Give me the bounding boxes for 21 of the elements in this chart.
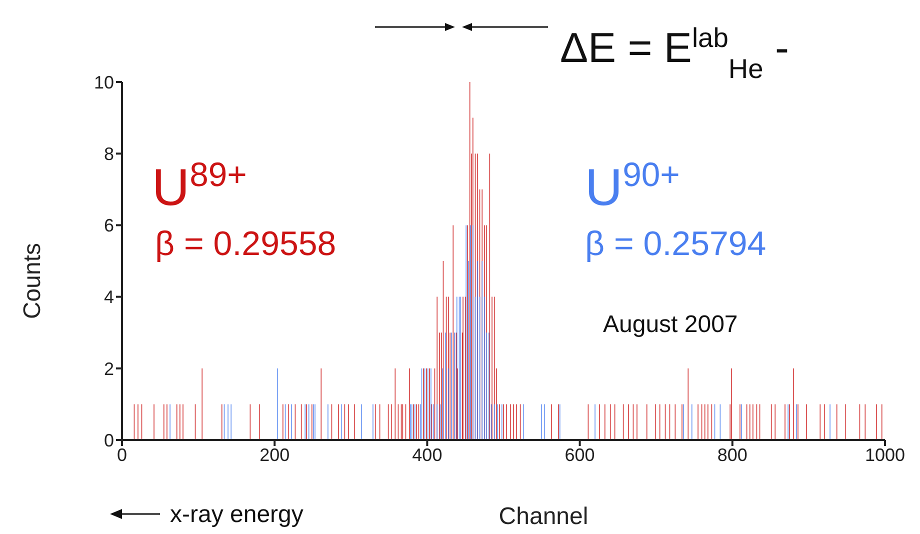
- x-axis-title: Channel: [498, 503, 588, 530]
- text: U$^{89+}$: [152, 156, 247, 217]
- y-tick-label: 0: [104, 430, 114, 450]
- y-tick-label: 6: [104, 216, 114, 236]
- x-tick-label: 800: [717, 444, 748, 465]
- x-tick-label: 600: [564, 444, 595, 465]
- annotation: β = 0.25794: [585, 225, 766, 263]
- annotation: August 2007: [603, 311, 738, 338]
- annotation: β = 0.29558: [155, 225, 336, 263]
- y-tick-label: 2: [104, 358, 114, 379]
- text: x-ray energy: [170, 501, 304, 528]
- y-axis-title: Counts: [19, 242, 46, 320]
- x-tick-label: 200: [260, 444, 290, 465]
- y-tick-label: 4: [104, 287, 114, 308]
- x-tick-label: 1000: [864, 444, 906, 465]
- x-tick-label: 400: [412, 444, 442, 465]
- annotation: ΔE = E$^{lab}$$_{He}$ -: [560, 22, 789, 84]
- x-tick-label: 0: [116, 444, 128, 465]
- y-tick-label: 8: [104, 144, 114, 164]
- text: U$^{90+}$: [585, 156, 680, 217]
- y-tick-label: 10: [94, 72, 114, 92]
